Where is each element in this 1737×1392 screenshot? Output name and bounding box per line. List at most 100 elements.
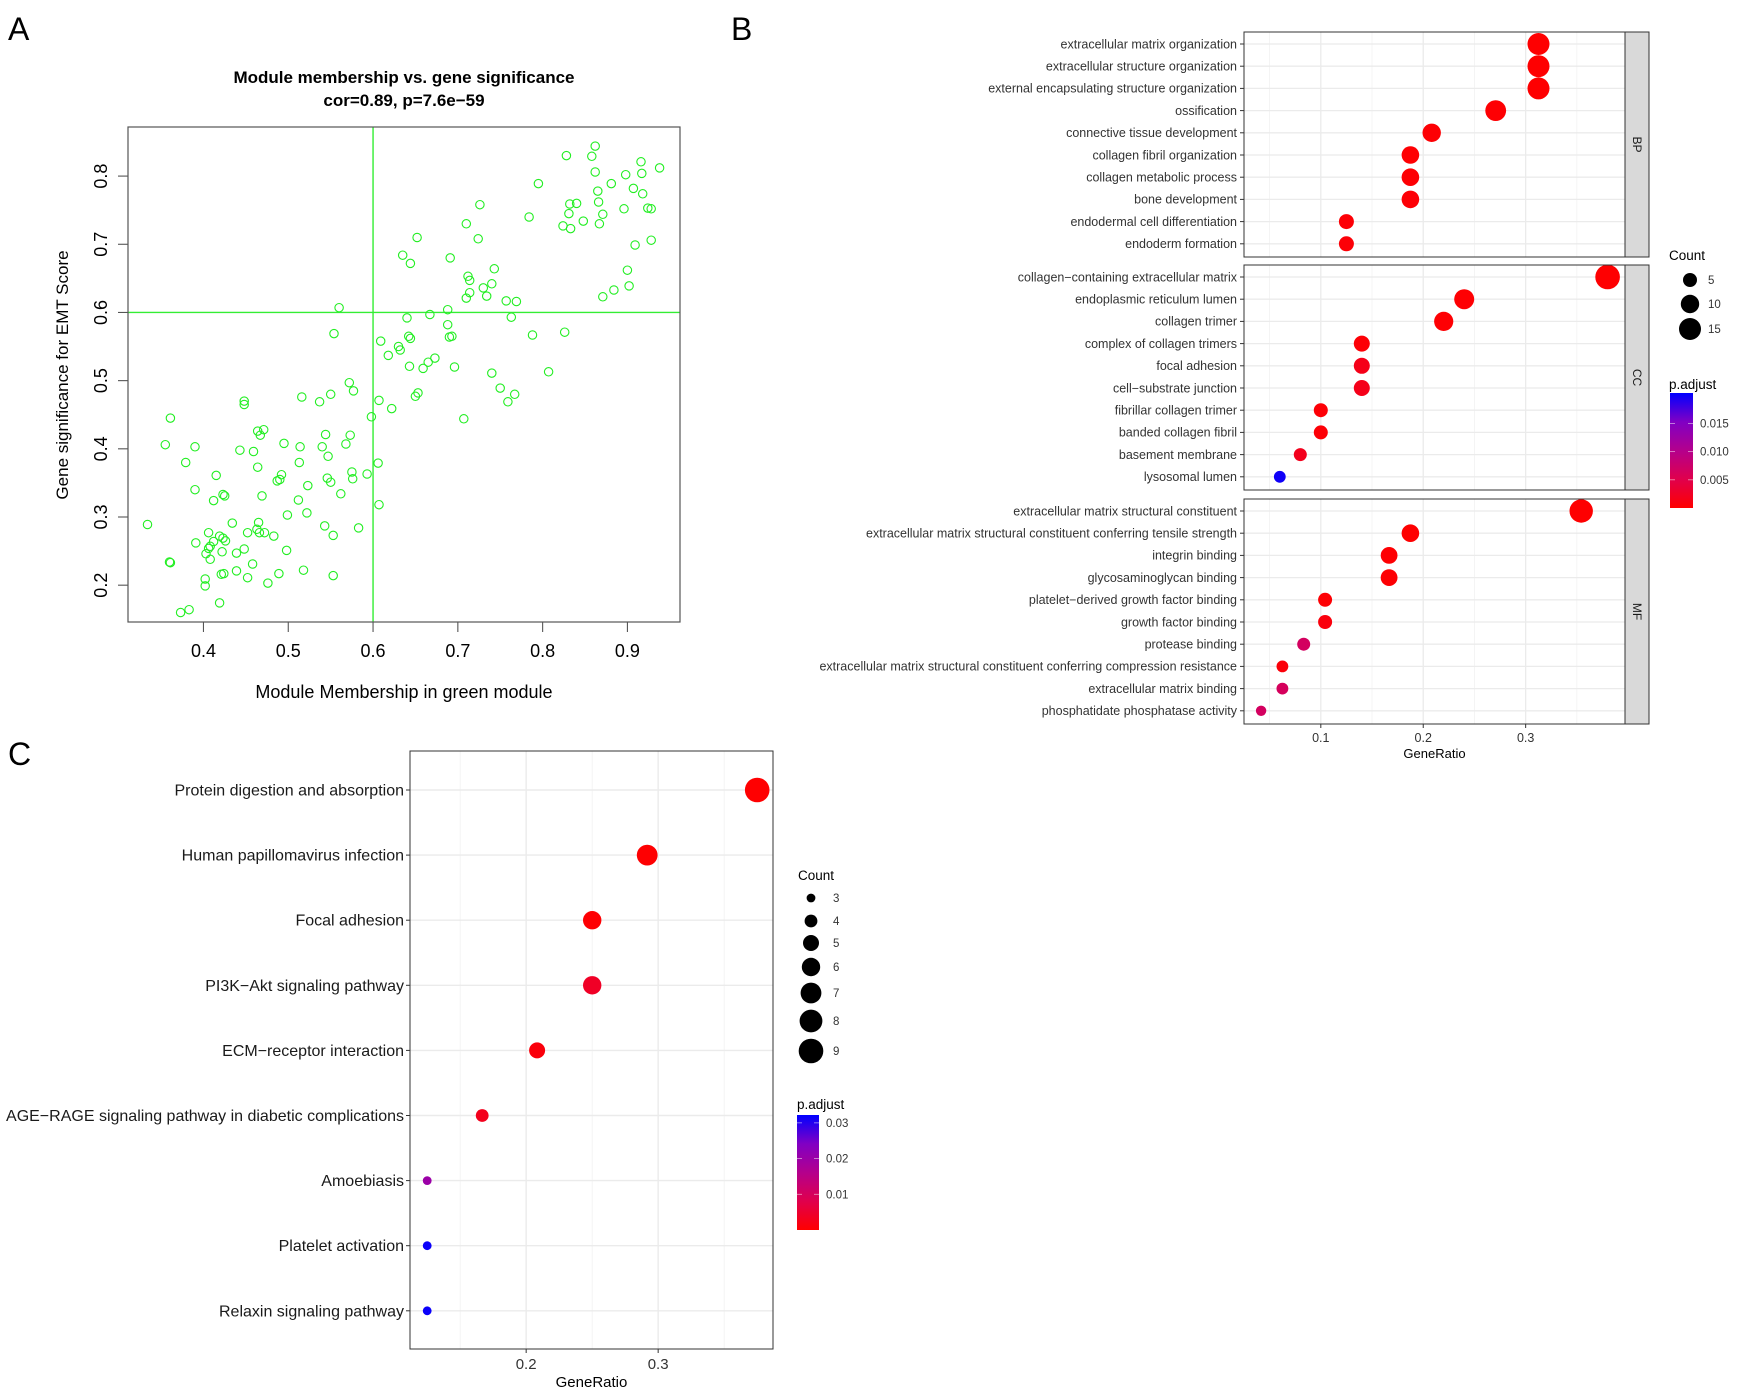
facet-cc: collagen−containing extracellular matrix… <box>1018 264 1650 491</box>
scatter-point <box>489 264 500 274</box>
scatter-point <box>258 424 269 435</box>
term-label: external encapsulating structure organiz… <box>988 82 1237 96</box>
enrichment-dot <box>1422 123 1441 142</box>
term-label: connective tissue development <box>1066 126 1237 140</box>
legend-size-key <box>804 914 818 928</box>
scatter-point <box>628 183 639 194</box>
term-label: ossification <box>1175 104 1237 118</box>
enrichment-dot <box>1401 168 1420 186</box>
scatter-point <box>630 240 640 250</box>
legend-size-label: 6 <box>833 962 839 974</box>
scatter-point <box>319 521 330 531</box>
scatter-point <box>487 368 497 378</box>
enrichment-dot <box>1353 335 1370 352</box>
term-label: phosphatidate phosphatase activity <box>1042 704 1238 718</box>
term-label: banded collagen fibril <box>1119 426 1237 440</box>
legend-size-label: 7 <box>833 988 839 1000</box>
y-tick-label: 0.8 <box>91 164 111 189</box>
legend-size-key <box>800 982 822 1004</box>
term-label: ECM−receptor interaction <box>222 1043 404 1060</box>
scatter-point <box>347 467 357 477</box>
scatter-point <box>160 439 171 450</box>
scatter-point <box>598 209 608 220</box>
scatter-point <box>543 367 554 377</box>
x-tick-label: 0.4 <box>191 641 216 661</box>
scatter-point <box>323 451 333 462</box>
facet-strip-label: MF <box>1630 603 1644 620</box>
scatter-point <box>478 283 489 293</box>
term-label: extracellular matrix structural constitu… <box>1013 504 1237 518</box>
panel-c-legend-padjust-title: p.adjust <box>797 1097 845 1112</box>
scatter-point <box>190 484 200 495</box>
scatter-point <box>397 250 408 260</box>
scatter-point <box>231 548 242 558</box>
scatter-point <box>654 163 665 173</box>
scatter-point <box>501 296 511 306</box>
panel-b-colorbar <box>1670 393 1693 508</box>
term-label: Protein digestion and absorption <box>175 783 405 800</box>
scatter-point <box>405 258 416 269</box>
scatter-point <box>227 518 238 528</box>
scatter-point <box>404 361 415 372</box>
panel-b-go-dotplot: extracellular matrix organization extrace… <box>819 31 1650 761</box>
scatter-point <box>533 178 544 189</box>
scatter-point <box>208 536 219 547</box>
panel-c-colorbar <box>797 1115 819 1230</box>
panel-a-y-label: Gene significance for EMT Score <box>53 250 72 499</box>
colorbar-label: 0.005 <box>1700 475 1729 487</box>
scatter-point <box>461 219 472 229</box>
colorbar-label: 0.02 <box>826 1154 848 1166</box>
scatter-point <box>302 508 312 518</box>
scatter-point <box>506 312 517 322</box>
scatter-point <box>231 566 242 576</box>
enrichment-dot <box>1338 236 1354 252</box>
scatter-point <box>142 519 153 530</box>
scatter-point <box>303 480 313 491</box>
scatter-point <box>325 477 336 487</box>
panel-a-subtitle: cor=0.89, p=7.6e−59 <box>323 91 484 110</box>
scatter-point <box>461 293 472 303</box>
panel-b-x-axis: 0.1 0.2 0.3 GeneRatio <box>1312 724 1534 761</box>
scatter-point <box>293 495 304 505</box>
scatter-point <box>565 223 576 234</box>
facet-mf: extracellular matrix structural constitu… <box>819 498 1650 725</box>
scatter-point <box>423 357 433 367</box>
scatter-point <box>405 333 416 344</box>
scatter-point <box>294 457 305 468</box>
scatter-point <box>594 219 605 229</box>
legend-size-key <box>806 893 816 903</box>
scatter-point <box>395 345 405 355</box>
enrichment-dot <box>422 1306 432 1316</box>
scatter-point <box>593 197 604 207</box>
enrichment-dot <box>583 976 602 995</box>
x-tick-label: 0.3 <box>1517 731 1534 745</box>
legend-size-key <box>801 957 821 977</box>
scatter-point <box>239 399 249 410</box>
legend-size-label: 15 <box>1708 324 1721 336</box>
scatter-point <box>412 232 422 243</box>
scatter-point <box>320 429 331 440</box>
scatter-point <box>464 275 475 286</box>
enrichment-dot <box>1434 311 1454 331</box>
scatter-point <box>475 199 485 210</box>
scatter-point <box>511 296 522 307</box>
panel-a-points <box>142 141 665 618</box>
scatter-point <box>175 607 186 618</box>
scatter-point <box>373 458 383 468</box>
scatter-point <box>239 396 249 406</box>
scatter-point <box>590 167 600 177</box>
scatter-point <box>235 445 245 455</box>
term-label: cell−substrate junction <box>1113 381 1237 395</box>
facet-strip <box>1624 498 1650 725</box>
scatter-point <box>205 541 215 552</box>
scatter-point <box>442 304 453 315</box>
scatter-point <box>274 568 284 579</box>
scatter-point <box>449 362 460 372</box>
scatter-point <box>410 391 421 402</box>
enrichment-dot <box>1569 499 1593 523</box>
scatter-point <box>180 457 191 468</box>
x-tick-label: 0.2 <box>516 1356 537 1373</box>
scatter-point <box>487 279 497 289</box>
term-label: collagen metabolic process <box>1086 171 1237 185</box>
enrichment-dot <box>1401 146 1420 164</box>
